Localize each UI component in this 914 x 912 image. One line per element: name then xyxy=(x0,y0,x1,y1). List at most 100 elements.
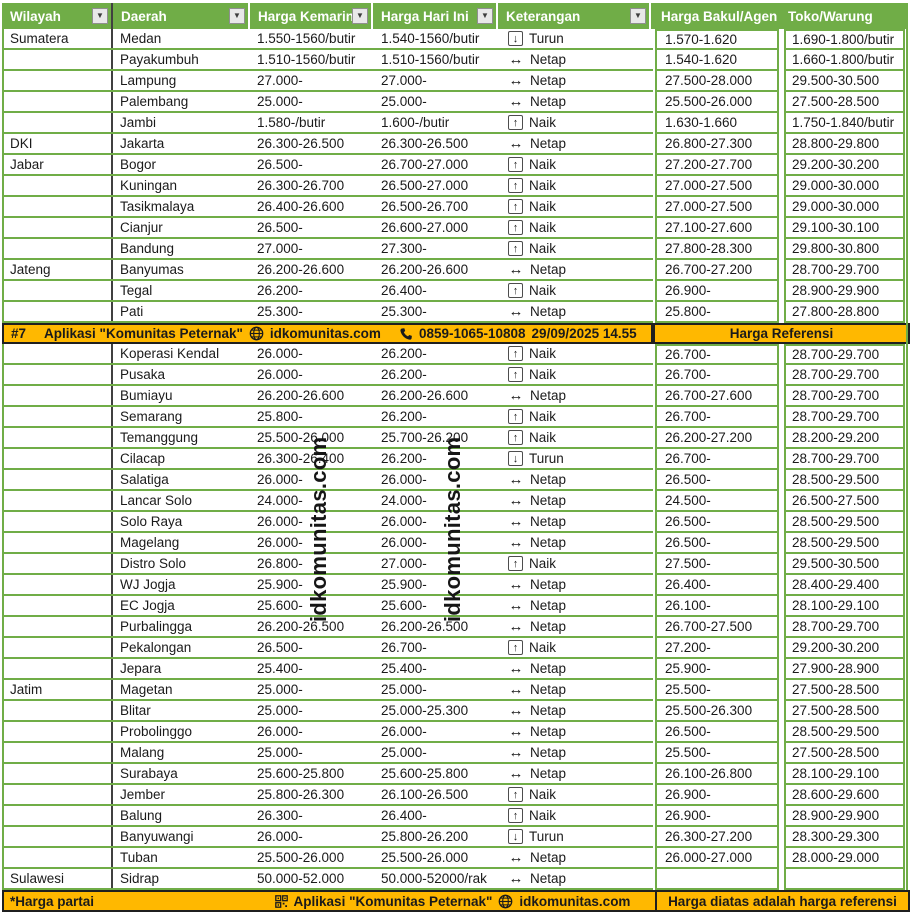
cell-keterangan[interactable]: ↔ Netap xyxy=(498,512,651,531)
cell-harga-hari-ini[interactable]: 26.400- xyxy=(381,283,427,298)
cell-harga-hari-ini[interactable]: 26.200- xyxy=(381,367,427,382)
cell-wilayah[interactable] xyxy=(4,638,113,657)
cell-toko-warung[interactable]: 27.500-28.500 xyxy=(784,92,905,113)
cell-harga-bakul-agen[interactable]: 26.700- xyxy=(655,449,779,470)
cell-harga-hari-ini[interactable]: 26.200-26.600 xyxy=(381,262,469,277)
cell-daerah[interactable]: Purbalingga xyxy=(120,619,193,634)
cell-keterangan[interactable]: ↔ Netap xyxy=(498,869,651,888)
cell-wilayah[interactable]: Sulawesi xyxy=(4,869,113,888)
cell-harga-kemarin[interactable]: 25.300- xyxy=(257,304,303,319)
cell-keterangan[interactable]: ↑ Naik xyxy=(498,554,651,573)
cell-daerah[interactable]: Tasikmalaya xyxy=(120,199,195,214)
cell-harga-bakul-agen[interactable]: 26.700- xyxy=(655,407,779,428)
cell-harga-hari-ini[interactable]: 1.600-/butir xyxy=(381,115,450,130)
cell-toko-warung[interactable]: 28.500-29.500 xyxy=(784,512,905,533)
cell-harga-bakul-agen[interactable]: 26.400- xyxy=(655,575,779,596)
cell-harga-hari-ini[interactable]: 27.300- xyxy=(381,241,427,256)
cell-harga-kemarin[interactable]: 26.300- xyxy=(257,808,303,823)
cell-harga-kemarin[interactable]: 25.000- xyxy=(257,682,303,697)
cell-harga-bakul-agen[interactable]: 25.900- xyxy=(655,659,779,680)
cell-harga-hari-ini[interactable]: 26.700- xyxy=(381,640,427,655)
cell-wilayah[interactable]: DKI xyxy=(4,134,113,153)
cell-harga-hari-ini[interactable]: 1.540-1560/butir xyxy=(381,31,480,46)
cell-keterangan[interactable]: ↑ Naik xyxy=(498,806,651,825)
cell-harga-bakul-agen[interactable]: 26.700- xyxy=(655,344,779,365)
filter-dropdown-icon[interactable]: ▼ xyxy=(630,8,646,24)
cell-harga-hari-ini[interactable]: 25.000- xyxy=(381,682,427,697)
cell-harga-kemarin[interactable]: 26.300-26.700 xyxy=(257,178,345,193)
cell-harga-bakul-agen[interactable]: 27.100-27.600 xyxy=(655,218,779,239)
cell-daerah[interactable]: WJ Jogja xyxy=(120,577,176,592)
cell-toko-warung[interactable]: 28.500-29.500 xyxy=(784,722,905,743)
cell-harga-kemarin[interactable]: 26.300-26.400 xyxy=(257,451,345,466)
cell-harga-hari-ini[interactable]: 26.000- xyxy=(381,724,427,739)
cell-wilayah[interactable] xyxy=(4,743,113,762)
cell-wilayah[interactable] xyxy=(4,827,113,846)
cell-toko-warung[interactable]: 28.900-29.900 xyxy=(784,281,905,302)
cell-daerah[interactable]: Palembang xyxy=(120,94,189,109)
cell-toko-warung[interactable]: 28.100-29.100 xyxy=(784,764,905,785)
cell-harga-hari-ini[interactable]: 27.000- xyxy=(381,556,427,571)
cell-wilayah[interactable] xyxy=(4,596,113,615)
cell-toko-warung[interactable]: 26.500-27.500 xyxy=(784,491,905,512)
cell-harga-kemarin[interactable]: 25.800- xyxy=(257,409,303,424)
cell-harga-hari-ini[interactable]: 25.900- xyxy=(381,577,427,592)
cell-harga-hari-ini[interactable]: 26.200-26.600 xyxy=(381,388,469,403)
cell-toko-warung[interactable]: 28.400-29.400 xyxy=(784,575,905,596)
cell-harga-hari-ini[interactable]: 26.000- xyxy=(381,472,427,487)
cell-harga-bakul-agen[interactable]: 25.500-26.000 xyxy=(655,92,779,113)
cell-harga-bakul-agen[interactable]: 1.540-1.620 xyxy=(655,50,779,71)
cell-harga-kemarin[interactable]: 25.500-26.000 xyxy=(257,430,345,445)
cell-harga-bakul-agen[interactable]: 25.500- xyxy=(655,680,779,701)
cell-keterangan[interactable]: ↓ Turun xyxy=(498,449,651,468)
cell-keterangan[interactable]: ↔ Netap xyxy=(498,659,651,678)
cell-harga-hari-ini[interactable]: 25.000- xyxy=(381,94,427,109)
cell-toko-warung[interactable]: 28.700-29.700 xyxy=(784,407,905,428)
cell-toko-warung[interactable]: 29.100-30.100 xyxy=(784,218,905,239)
cell-keterangan[interactable]: ↑ Naik xyxy=(498,281,651,300)
cell-keterangan[interactable]: ↔ Netap xyxy=(498,50,651,69)
cell-harga-kemarin[interactable]: 50.000-52.000 xyxy=(257,871,345,886)
cell-wilayah[interactable] xyxy=(4,365,113,384)
cell-harga-hari-ini[interactable]: 26.200- xyxy=(381,451,427,466)
cell-wilayah[interactable] xyxy=(4,848,113,867)
cell-harga-bakul-agen[interactable]: 27.200- xyxy=(655,638,779,659)
cell-harga-bakul-agen[interactable]: 26.300-27.200 xyxy=(655,827,779,848)
cell-wilayah[interactable] xyxy=(4,806,113,825)
cell-keterangan[interactable]: ↑ Naik xyxy=(498,113,651,132)
cell-daerah[interactable]: Pekalongan xyxy=(120,640,192,655)
cell-harga-kemarin[interactable]: 26.400-26.600 xyxy=(257,199,345,214)
cell-harga-kemarin[interactable]: 25.400- xyxy=(257,661,303,676)
cell-toko-warung[interactable]: 29.500-30.500 xyxy=(784,71,905,92)
cell-harga-hari-ini[interactable]: 26.000- xyxy=(381,514,427,529)
cell-harga-kemarin[interactable]: 26.000- xyxy=(257,514,303,529)
cell-harga-kemarin[interactable]: 25.500-26.000 xyxy=(257,850,345,865)
cell-daerah[interactable]: Payakumbuh xyxy=(120,52,199,67)
cell-harga-hari-ini[interactable]: 25.700-26.200 xyxy=(381,430,469,445)
cell-wilayah[interactable] xyxy=(4,512,113,531)
cell-harga-kemarin[interactable]: 25.800-26.300 xyxy=(257,787,345,802)
cell-harga-kemarin[interactable]: 1.550-1560/butir xyxy=(257,31,356,46)
cell-daerah[interactable]: Malang xyxy=(120,745,165,760)
cell-keterangan[interactable]: ↑ Naik xyxy=(498,365,651,384)
cell-keterangan[interactable]: ↑ Naik xyxy=(498,197,651,216)
cell-wilayah[interactable] xyxy=(4,764,113,783)
cell-keterangan[interactable]: ↑ Naik xyxy=(498,785,651,804)
cell-toko-warung[interactable]: 28.000-29.000 xyxy=(784,848,905,869)
cell-daerah[interactable]: Kuningan xyxy=(120,178,178,193)
cell-harga-hari-ini[interactable]: 25.600-25.800 xyxy=(381,766,469,781)
cell-toko-warung[interactable]: 29.000-30.000 xyxy=(784,176,905,197)
cell-wilayah[interactable] xyxy=(4,785,113,804)
cell-toko-warung[interactable]: 1.690-1.800/butir xyxy=(784,29,905,50)
cell-toko-warung[interactable]: 29.000-30.000 xyxy=(784,197,905,218)
cell-harga-hari-ini[interactable]: 25.800-26.200 xyxy=(381,829,469,844)
cell-harga-kemarin[interactable]: 26.000- xyxy=(257,346,303,361)
cell-harga-bakul-agen[interactable]: 27.000-27.500 xyxy=(655,176,779,197)
cell-toko-warung[interactable]: 27.500-28.500 xyxy=(784,701,905,722)
cell-keterangan[interactable]: ↔ Netap xyxy=(498,260,651,279)
cell-toko-warung[interactable] xyxy=(784,869,905,890)
cell-daerah[interactable]: Jambi xyxy=(120,115,157,130)
cell-wilayah[interactable]: Jatim xyxy=(4,680,113,699)
cell-wilayah[interactable] xyxy=(4,533,113,552)
cell-toko-warung[interactable]: 28.200-29.200 xyxy=(784,428,905,449)
